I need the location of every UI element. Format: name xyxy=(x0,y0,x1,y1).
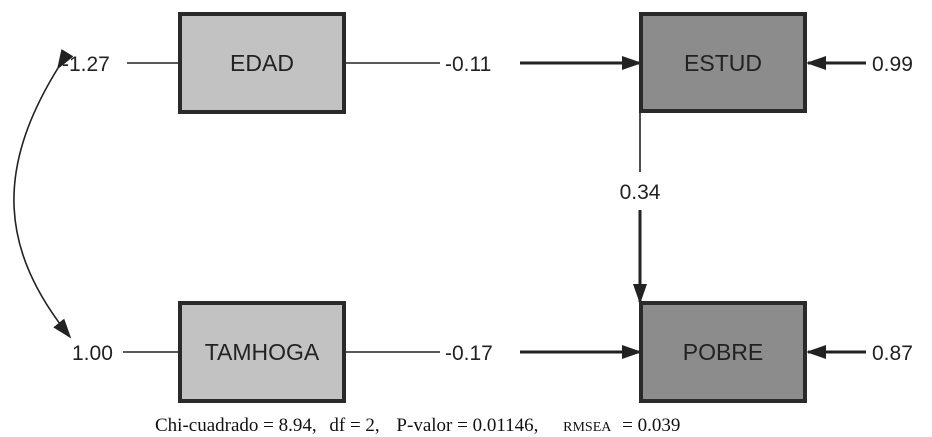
tamhoga-variance-value: 1.00 xyxy=(72,342,113,365)
rmsea-value: = 0.039 xyxy=(622,415,680,436)
rmsea-name: RMSEA xyxy=(563,420,612,435)
edad-variance-value: -1.27 xyxy=(62,53,110,76)
pobre-error-value: 0.87 xyxy=(872,342,913,365)
edad-box xyxy=(178,12,346,114)
chi-square-stat: Chi-cuadrado = 8.94, xyxy=(155,415,317,436)
estud-label: ESTUD xyxy=(684,50,762,76)
estud-error-value: 0.99 xyxy=(872,53,913,76)
p-value-stat: P-valor = 0.01146, xyxy=(396,415,538,436)
tamhoga-label: TAMHOGA xyxy=(205,339,320,365)
pobre-label: POBRE xyxy=(683,339,764,365)
fit-statistics: Chi-cuadrado = 8.94, df = 2, P-valor = 0… xyxy=(155,415,680,436)
df-stat: df = 2, xyxy=(329,415,379,436)
tamhoga-box xyxy=(178,301,346,403)
tamhoga-pobre-coefficient: -0.17 xyxy=(445,342,493,365)
estud-box xyxy=(639,12,807,113)
edad-estud-coefficient: -0.11 xyxy=(445,53,491,76)
edad-label: EDAD xyxy=(230,50,294,76)
pobre-box xyxy=(639,301,807,403)
covariance-arrow xyxy=(13,49,74,339)
estud-pobre-coefficient: 0.34 xyxy=(620,181,661,204)
